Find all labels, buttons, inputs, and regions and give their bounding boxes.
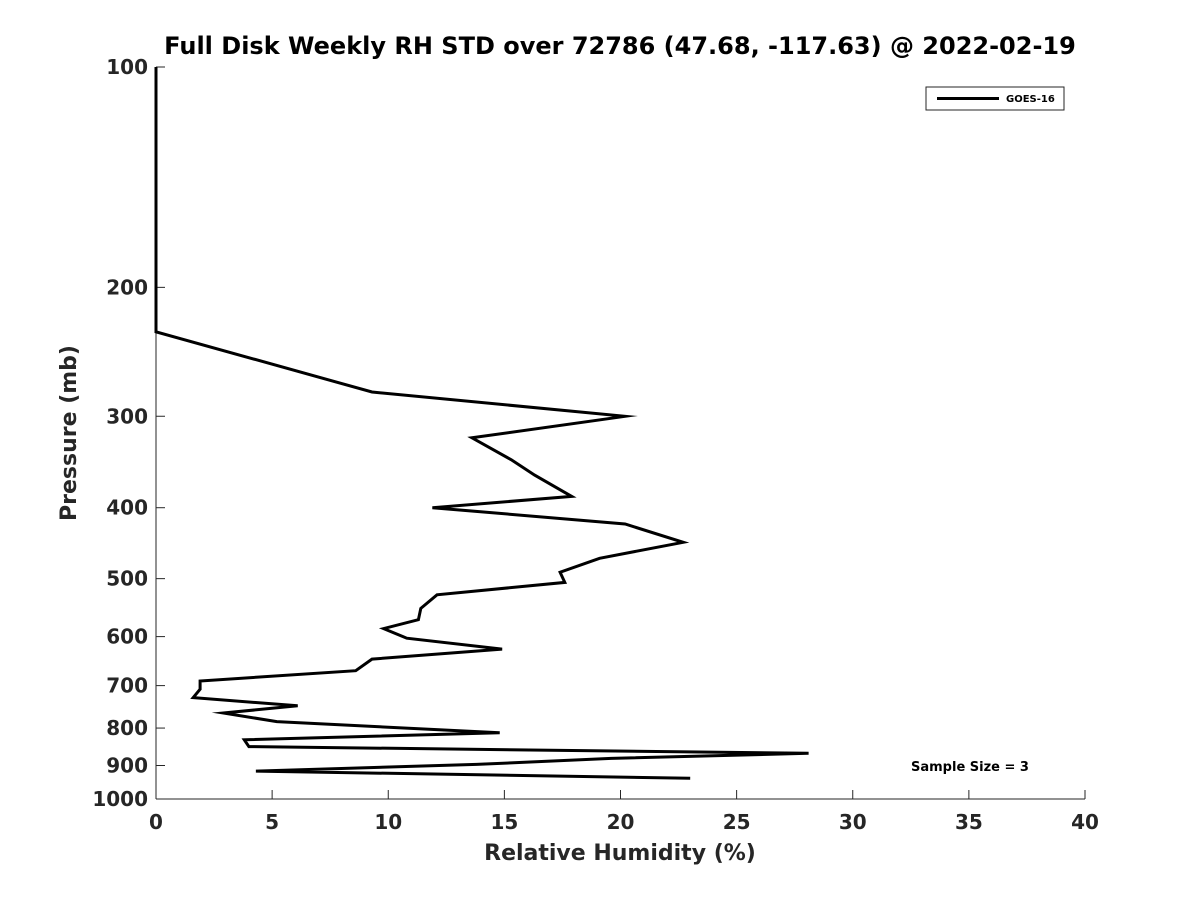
x-tick-label-40: 40 <box>1071 810 1099 834</box>
x-axis: 0 5 10 15 20 25 30 35 40 <box>149 790 1099 834</box>
legend: GOES-16 <box>925 86 1065 111</box>
x-axis-label: Relative Humidity (%) <box>484 841 756 866</box>
y-tick-label-700: 700 <box>106 674 148 698</box>
y-tick-label-100: 100 <box>106 55 148 79</box>
y-tick-label-600: 600 <box>106 625 148 649</box>
chart-title: Full Disk Weekly RH STD over 72786 (47.6… <box>164 32 1076 60</box>
x-tick-label-20: 20 <box>607 810 635 834</box>
y-tick-label-1000: 1000 <box>92 787 148 811</box>
x-tick-label-0: 0 <box>149 810 163 834</box>
y-axis-label: Pressure (mb) <box>57 345 82 521</box>
legend-label-goes-16: GOES-16 <box>1006 94 1055 105</box>
y-tick-label-800: 800 <box>106 716 148 740</box>
series-layer <box>154 67 809 780</box>
x-tick-label-30: 30 <box>839 810 867 834</box>
y-tick-label-900: 900 <box>106 754 148 778</box>
y-tick-label-500: 500 <box>106 567 148 591</box>
sample-size-annotation: Sample Size = 3 <box>911 760 1029 775</box>
y-axis: 100 200 300 400 500 600 700 800 900 1000 <box>92 55 165 811</box>
x-tick-label-35: 35 <box>955 810 983 834</box>
y-tick-label-300: 300 <box>106 404 148 428</box>
series-line-goes-16 <box>154 67 809 780</box>
x-tick-label-5: 5 <box>265 810 279 834</box>
x-tick-label-25: 25 <box>723 810 751 834</box>
y-tick-label-200: 200 <box>106 275 148 299</box>
plot-area <box>155 67 1085 800</box>
y-tick-label-400: 400 <box>106 496 148 520</box>
x-tick-label-10: 10 <box>374 810 402 834</box>
x-tick-label-15: 15 <box>490 810 518 834</box>
